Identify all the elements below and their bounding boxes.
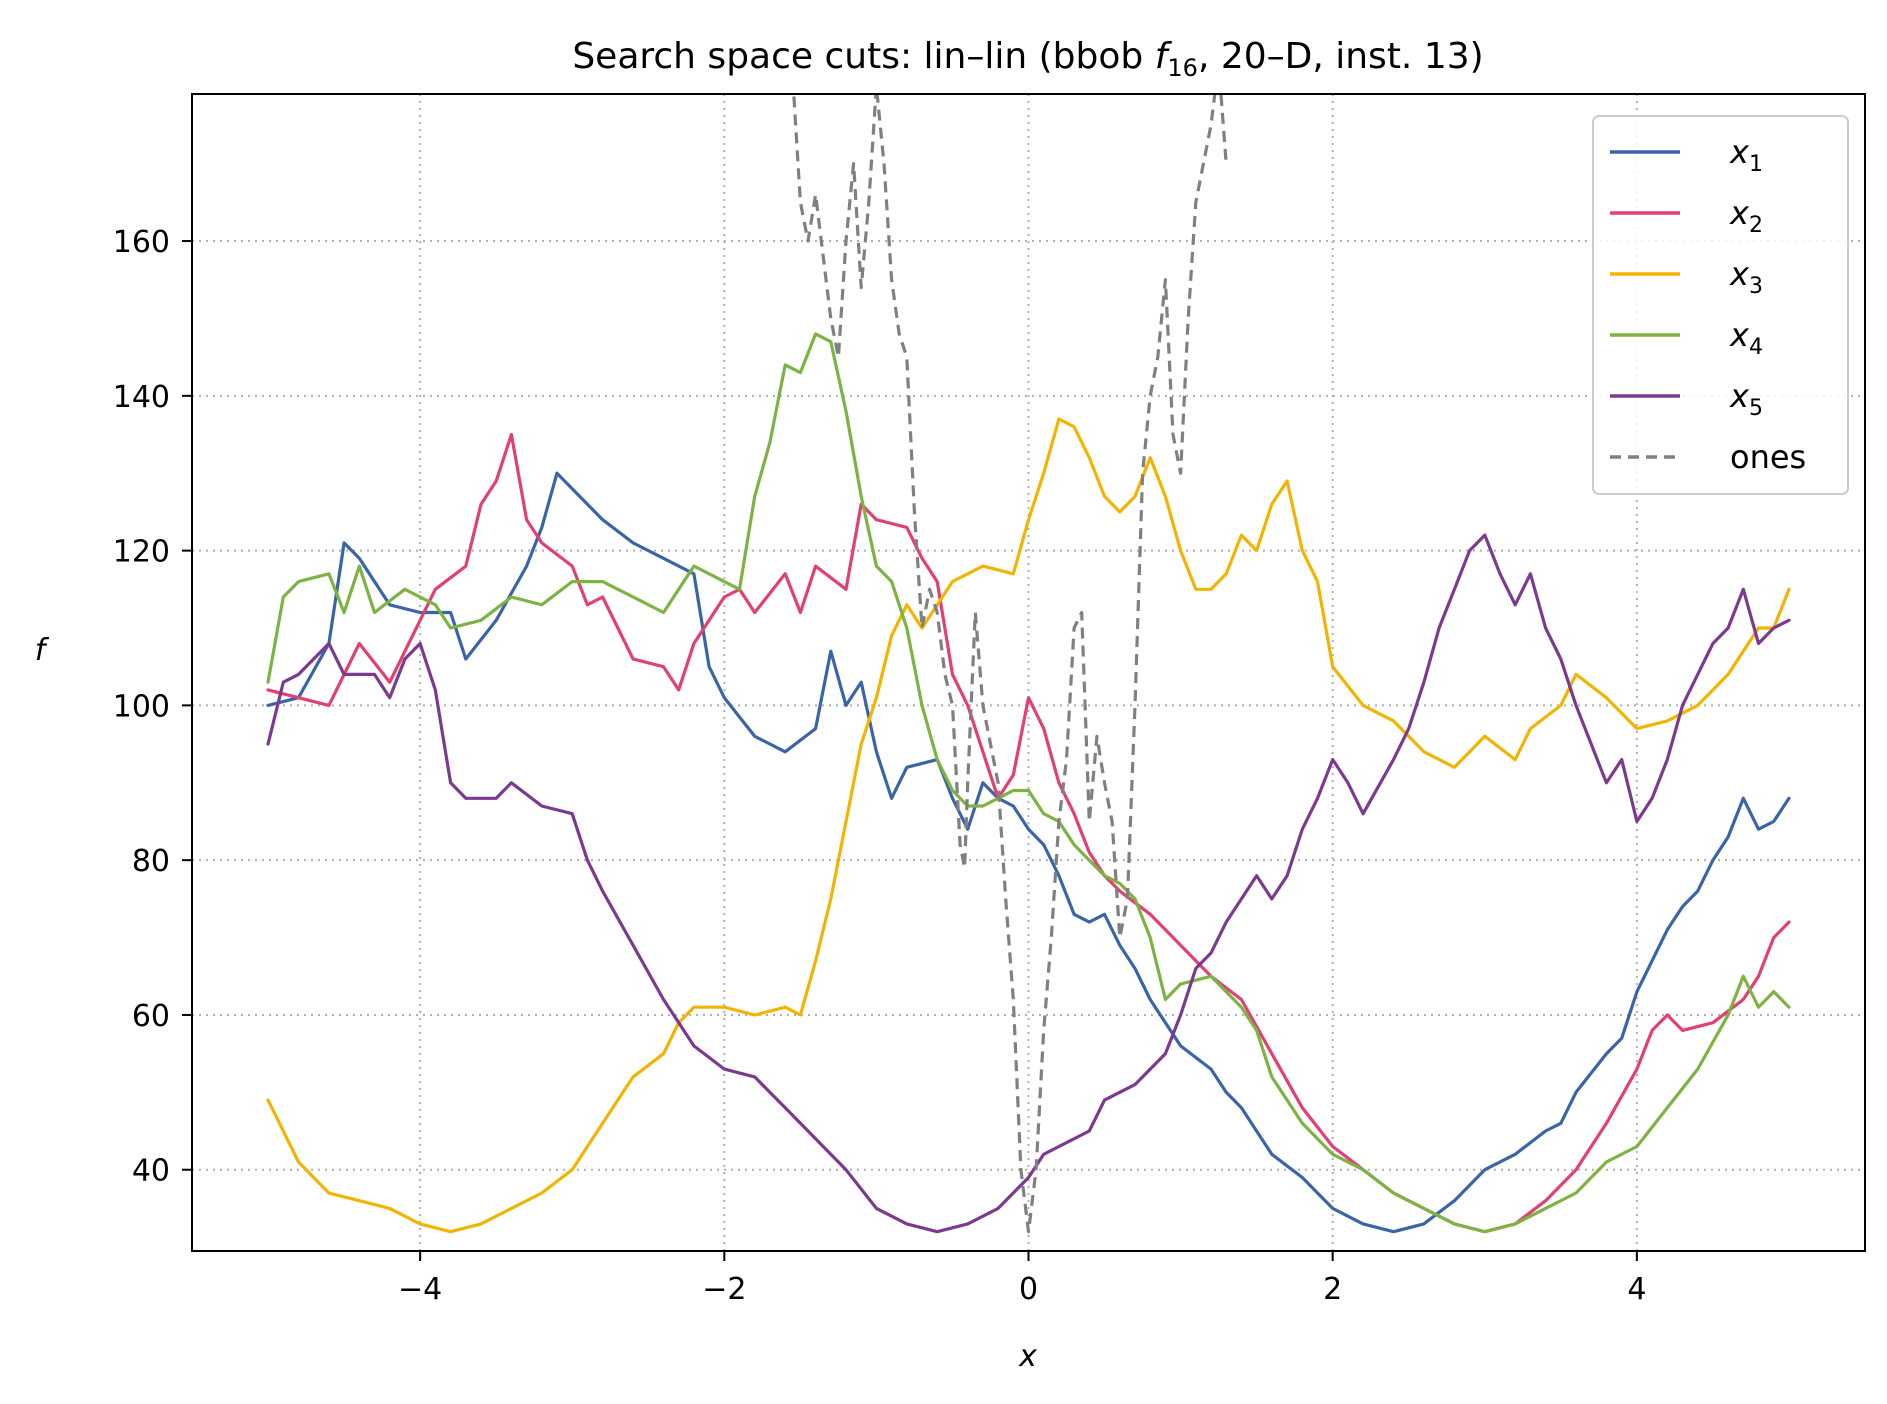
x-tick-label: 4 <box>1627 1272 1646 1307</box>
legend: x1 x2 x3 x4 x5 ones <box>1592 115 1849 495</box>
x-tick-label: 2 <box>1323 1272 1342 1307</box>
grid <box>192 94 1865 1251</box>
y-tick-label: 100 <box>113 689 170 724</box>
legend-label-x5: x5 <box>1729 377 1763 421</box>
series-line-x4 <box>266 332 1791 1234</box>
y-tick-label: 40 <box>132 1154 170 1189</box>
legend-label-ones: ones <box>1730 438 1806 476</box>
series-line-ones <box>792 94 1228 1234</box>
series-lines <box>266 94 1791 1234</box>
legend-label-x1: x1 <box>1729 133 1763 177</box>
y-tick-label: 160 <box>113 225 170 260</box>
legend-label-x2: x2 <box>1729 194 1763 238</box>
series-line-x3 <box>266 417 1791 1234</box>
y-tick-label: 80 <box>132 844 170 879</box>
x-tick-label: 0 <box>1019 1272 1038 1307</box>
legend-box <box>1592 115 1849 495</box>
y-axis-label: f <box>35 633 50 668</box>
series-line-x1 <box>266 471 1791 1234</box>
y-tick-label: 120 <box>113 535 170 570</box>
legend-label-x3: x3 <box>1729 255 1763 299</box>
series-line-x5 <box>266 533 1791 1234</box>
y-tick-label: 140 <box>113 380 170 415</box>
axis-ticks: −4 −2 0 2 4 40 60 80 100 120 140 160 <box>113 225 1647 1307</box>
x-tick-label: −4 <box>398 1272 442 1307</box>
x-tick-label: −2 <box>702 1272 746 1307</box>
chart-title: Search space cuts: lin–lin (bbob f16, 20… <box>572 36 1483 82</box>
y-tick-label: 60 <box>132 999 170 1034</box>
series-line-x2 <box>266 432 1791 1234</box>
legend-label-x4: x4 <box>1729 316 1763 360</box>
x-axis-label: x <box>1018 1339 1037 1374</box>
